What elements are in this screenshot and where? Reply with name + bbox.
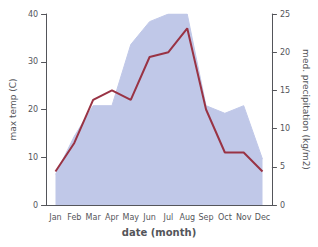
svg-text:10: 10: [28, 153, 38, 162]
svg-text:May: May: [122, 213, 139, 222]
svg-text:Sep: Sep: [199, 213, 214, 222]
svg-text:20: 20: [28, 105, 38, 114]
svg-text:Feb: Feb: [67, 213, 81, 222]
svg-text:Jul: Jul: [163, 213, 174, 222]
svg-text:15: 15: [280, 86, 290, 95]
svg-text:Nov: Nov: [236, 213, 252, 222]
svg-text:0: 0: [280, 201, 285, 210]
svg-text:20: 20: [280, 48, 290, 57]
svg-text:10: 10: [280, 124, 290, 133]
svg-text:Mar: Mar: [86, 213, 102, 222]
svg-text:date (month): date (month): [122, 227, 196, 238]
svg-text:0: 0: [33, 201, 38, 210]
svg-text:Jun: Jun: [142, 213, 156, 222]
svg-text:max temp (C): max temp (C): [8, 78, 18, 140]
svg-text:Apr: Apr: [105, 213, 120, 222]
svg-text:med. precipitation (kg/m2): med. precipitation (kg/m2): [301, 49, 311, 170]
svg-text:25: 25: [280, 10, 290, 19]
svg-text:30: 30: [28, 57, 38, 66]
svg-text:Dec: Dec: [255, 213, 270, 222]
svg-text:40: 40: [28, 10, 38, 19]
svg-text:5: 5: [280, 162, 285, 171]
svg-text:Jan: Jan: [48, 213, 61, 222]
svg-text:Oct: Oct: [218, 213, 232, 222]
svg-text:Aug: Aug: [179, 213, 195, 222]
